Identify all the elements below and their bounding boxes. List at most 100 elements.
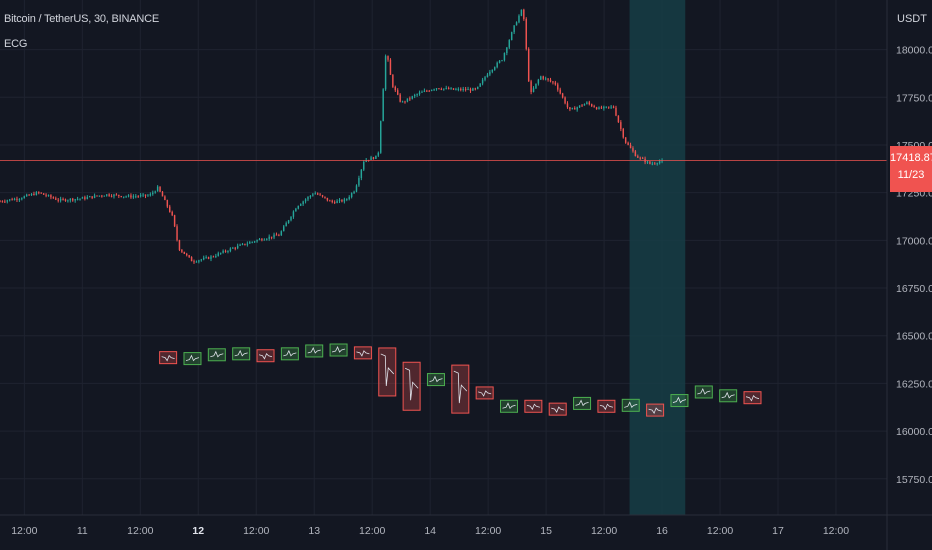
candle-body xyxy=(273,234,275,238)
candle-body xyxy=(98,195,101,197)
candle-body xyxy=(161,191,164,197)
candle-body xyxy=(600,107,603,109)
symbol-title[interactable]: Bitcoin / TetherUS, 30, BINANCE xyxy=(4,13,159,25)
candle-body xyxy=(576,107,578,110)
candle-body xyxy=(13,198,16,201)
candle-body xyxy=(389,59,392,75)
time-tick-label: 12:00 xyxy=(475,525,501,537)
candle-body xyxy=(290,216,292,221)
candle-body xyxy=(333,202,336,204)
candle-body xyxy=(40,192,42,194)
candle-body xyxy=(270,236,273,238)
ecg-label-down xyxy=(159,351,178,365)
candle-body xyxy=(190,257,193,262)
time-tick-label: 17 xyxy=(772,525,784,537)
candle-body xyxy=(227,251,229,253)
candle-body xyxy=(569,107,571,110)
candle-body xyxy=(23,196,25,199)
ecg-label-up xyxy=(621,398,640,412)
candle-body xyxy=(67,200,69,202)
ecg-label-down xyxy=(475,386,494,400)
candle-body xyxy=(164,196,166,201)
candle-body xyxy=(331,200,333,203)
indicator-label[interactable]: ECG xyxy=(4,38,28,50)
candle-body xyxy=(450,88,452,90)
candle-body xyxy=(554,82,557,85)
candle-body xyxy=(535,83,537,89)
candle-body xyxy=(173,215,176,227)
candle-body xyxy=(622,128,624,138)
candle-body xyxy=(559,89,561,94)
candle-body xyxy=(552,81,554,83)
price-tick-label: 16500.00 xyxy=(896,331,932,343)
candle-body xyxy=(188,255,190,258)
candle-body xyxy=(377,152,380,156)
candle-body xyxy=(212,256,215,258)
ecg-label-down xyxy=(646,403,665,417)
candle-body xyxy=(285,223,287,227)
session-highlight xyxy=(629,0,686,515)
candle-body xyxy=(612,106,615,108)
candle-body xyxy=(280,231,283,236)
candle-body xyxy=(421,91,423,93)
candle-body xyxy=(586,102,588,105)
last-price-badge: 17418.87 11/23 xyxy=(890,146,932,192)
candle-body xyxy=(16,198,18,200)
candle-body xyxy=(654,163,656,165)
candle-body xyxy=(506,47,508,54)
price-tick-label: 18000.00 xyxy=(896,45,932,57)
candle-body xyxy=(108,194,110,196)
candle-body xyxy=(440,88,443,90)
price-tick-label: 16750.00 xyxy=(896,283,932,295)
ecg-label-trace xyxy=(283,349,297,357)
candle-body xyxy=(574,108,576,110)
candle-body xyxy=(501,60,503,62)
candle-body xyxy=(624,137,627,143)
ecg-label-trace xyxy=(234,349,248,357)
candle-body xyxy=(89,196,91,198)
candle-body xyxy=(411,96,413,99)
candle-body xyxy=(486,74,489,78)
time-tick-label: 12:00 xyxy=(591,525,617,537)
candle-body xyxy=(21,198,23,200)
candle-body xyxy=(45,194,47,196)
ecg-label-down xyxy=(353,346,372,360)
candle-body xyxy=(399,94,401,102)
price-axis[interactable]: 15750.00 16000.00 16250.00 16500.00 16750.00… xyxy=(886,0,932,550)
candle-body xyxy=(105,194,108,196)
currency-label: USDT xyxy=(897,13,927,25)
ecg-label-box xyxy=(451,364,470,414)
candle-body xyxy=(253,241,256,243)
candle-body xyxy=(137,196,139,198)
ecg-label-up xyxy=(500,399,519,413)
ecg-label-up xyxy=(719,389,738,403)
candle-body xyxy=(28,194,30,196)
ecg-label-trace xyxy=(404,367,419,401)
candle-body xyxy=(404,101,406,103)
ecg-label-box xyxy=(402,361,421,411)
time-axis[interactable]: 12:00 11 12:00 12 12:00 13 12:00 14 12:00 15 12:00… xyxy=(0,514,932,537)
candle-body xyxy=(520,9,523,16)
candle-body xyxy=(634,151,637,157)
candle-body xyxy=(258,239,261,241)
candle-body xyxy=(239,244,241,246)
ecg-label-trace xyxy=(185,354,200,362)
candle-body xyxy=(649,161,651,164)
candle-body xyxy=(299,204,302,206)
candle-body xyxy=(202,257,205,260)
price-tick-label: 17750.00 xyxy=(896,92,932,104)
candle-body xyxy=(127,195,130,197)
candle-body xyxy=(118,194,120,197)
candle-body xyxy=(304,199,307,202)
ecg-label-trace xyxy=(551,406,565,413)
candle-body xyxy=(8,199,11,201)
candle-body xyxy=(343,199,346,202)
candle-body xyxy=(518,15,520,23)
candle-body xyxy=(353,191,355,194)
candle-body xyxy=(312,194,314,196)
candle-body xyxy=(658,161,661,164)
time-tick-label: 12:00 xyxy=(359,525,385,537)
candle-body xyxy=(464,88,467,90)
